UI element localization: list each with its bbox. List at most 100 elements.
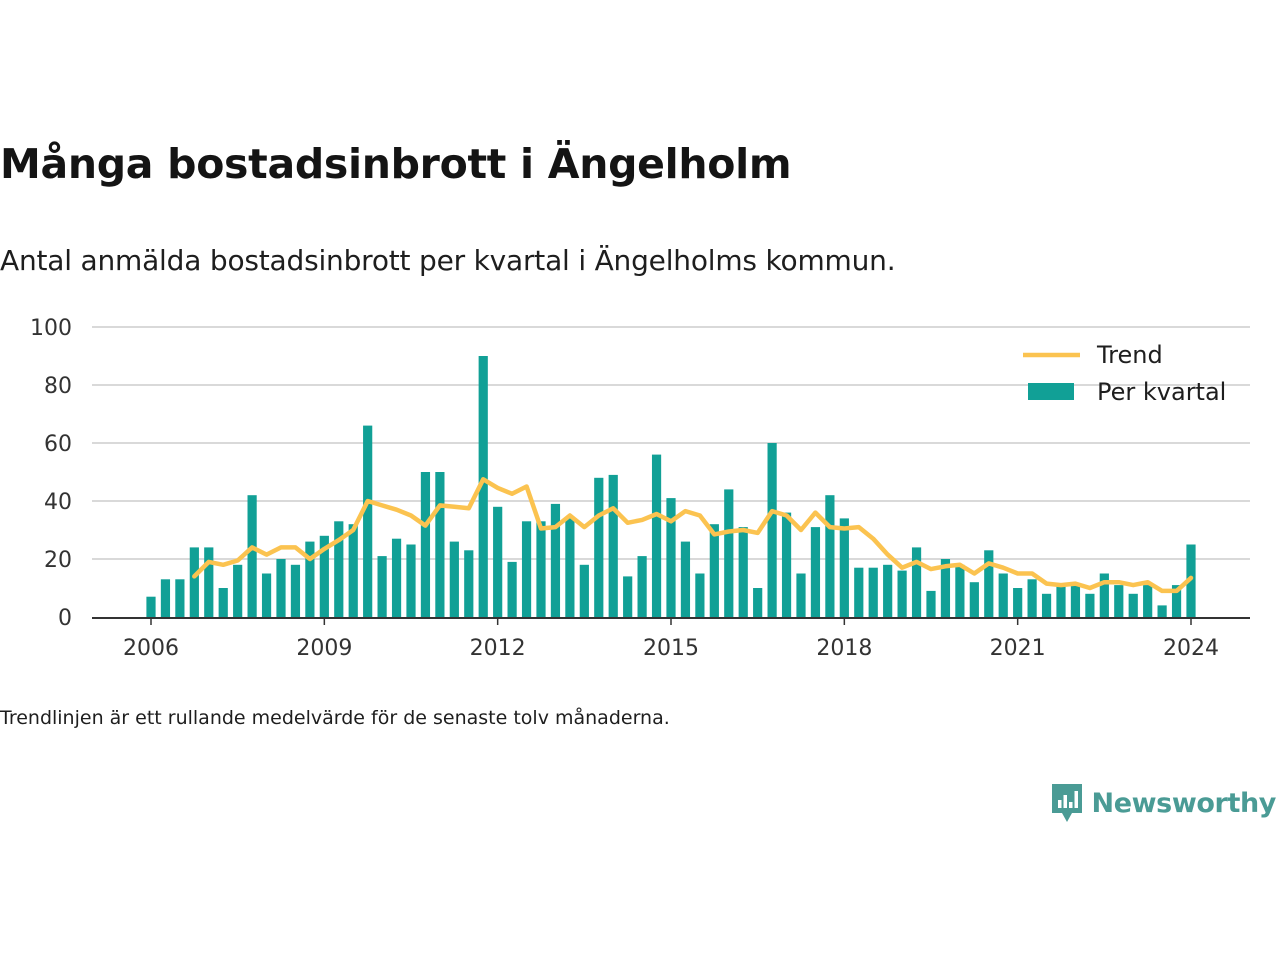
bar: [565, 518, 575, 617]
bar: [781, 512, 792, 617]
bar: [478, 356, 488, 617]
bar: [1085, 593, 1095, 617]
bar: [1114, 585, 1124, 617]
page-title: Många bostadsinbrott i Ängelholm: [0, 140, 792, 188]
bar: [868, 567, 878, 617]
chart-legend: Trend Per kvartal: [1023, 341, 1226, 406]
bar: [189, 547, 199, 617]
bar: [406, 544, 416, 617]
bar: [536, 521, 546, 617]
y-tick-label: 20: [44, 548, 72, 573]
y-tick-label: 0: [58, 606, 72, 631]
bar: [377, 556, 387, 617]
brand[interactable]: Newsworthy: [1050, 782, 1276, 824]
bar: [984, 550, 994, 617]
bar: [998, 573, 1008, 617]
x-tick-label: 2018: [816, 636, 872, 661]
y-tick-label: 60: [44, 432, 72, 457]
bar: [1056, 585, 1066, 617]
bars-per-kvartal: [146, 356, 1196, 617]
bar: [1171, 585, 1182, 617]
chart-subtitle: Antal anmälda bostadsinbrott per kvartal…: [0, 244, 896, 277]
bar: [1128, 593, 1138, 617]
bar: [305, 541, 315, 617]
x-tick-label: 2021: [990, 636, 1046, 661]
bar: [449, 541, 459, 617]
y-tick-label: 80: [44, 374, 72, 399]
legend-bar-swatch: [1028, 383, 1074, 400]
trend-line: [192, 477, 1194, 594]
bar: [391, 538, 402, 617]
bar: [810, 527, 821, 617]
bar: [955, 564, 965, 617]
x-tick-label: 2015: [643, 636, 699, 661]
y-tick-label: 40: [44, 490, 72, 515]
bar: [1027, 579, 1037, 617]
x-tick-label: 2006: [123, 636, 179, 661]
bar: [493, 506, 503, 617]
bar: [175, 579, 185, 617]
bar: [247, 495, 257, 617]
x-tick-label: 2024: [1163, 636, 1219, 661]
footnote: Trendlinjen är ett rullande medelvärde f…: [0, 707, 670, 729]
bar: [623, 576, 633, 617]
bar: [1143, 585, 1153, 617]
bar: [940, 559, 951, 617]
bar: [883, 564, 893, 617]
bar: [261, 573, 272, 617]
bar: [348, 524, 358, 617]
bar: [218, 588, 228, 617]
bar: [637, 556, 647, 617]
newsworthy-logo-icon: [1051, 784, 1082, 822]
bar-line-chart: 0 20 40 60 80 100 2006 2009 2012 2015 2018 2021 202…: [30, 316, 1250, 661]
bar: [854, 567, 864, 617]
bar: [1070, 585, 1081, 617]
bar: [796, 573, 806, 617]
bar: [666, 498, 676, 617]
bar: [680, 541, 691, 617]
bar: [753, 588, 763, 617]
bar: [1157, 605, 1167, 617]
bar: [969, 582, 979, 617]
bar: [579, 564, 589, 617]
y-axis-ticks: 0 20 40 60 80 100: [30, 316, 72, 631]
bar: [160, 579, 171, 617]
bar: [550, 503, 561, 617]
bar: [839, 518, 849, 617]
bar: [651, 454, 662, 617]
bar: [1041, 593, 1052, 617]
bar: [926, 590, 936, 617]
bar: [507, 561, 517, 617]
bar: [911, 547, 922, 617]
bar: [608, 474, 618, 617]
bar: [1013, 588, 1023, 617]
bar: [464, 550, 474, 617]
bar: [290, 564, 301, 617]
bar: [521, 521, 532, 617]
bar: [594, 477, 604, 617]
legend-trend-label: Trend: [1096, 341, 1163, 369]
bar: [1099, 573, 1109, 617]
bar: [709, 524, 719, 617]
x-tick-label: 2009: [296, 636, 352, 661]
y-tick-label: 100: [30, 316, 72, 341]
legend-bar-label: Per kvartal: [1097, 378, 1226, 406]
bar: [695, 573, 705, 617]
bar: [334, 521, 344, 617]
bar: [738, 527, 748, 617]
x-axis-ticks: 2006 2009 2012 2015 2018 2021 2024: [123, 618, 1219, 661]
bar: [825, 495, 835, 617]
bar: [420, 472, 431, 617]
bar: [233, 564, 243, 617]
brand-name: Newsworthy: [1091, 787, 1277, 819]
bar: [204, 547, 214, 617]
bar: [897, 570, 907, 617]
bar: [319, 535, 329, 617]
bar: [724, 489, 734, 617]
bar: [146, 596, 156, 617]
x-tick-label: 2012: [470, 636, 526, 661]
bar: [435, 472, 445, 617]
bar: [276, 559, 286, 617]
bar: [363, 425, 373, 617]
bar: [767, 443, 777, 617]
